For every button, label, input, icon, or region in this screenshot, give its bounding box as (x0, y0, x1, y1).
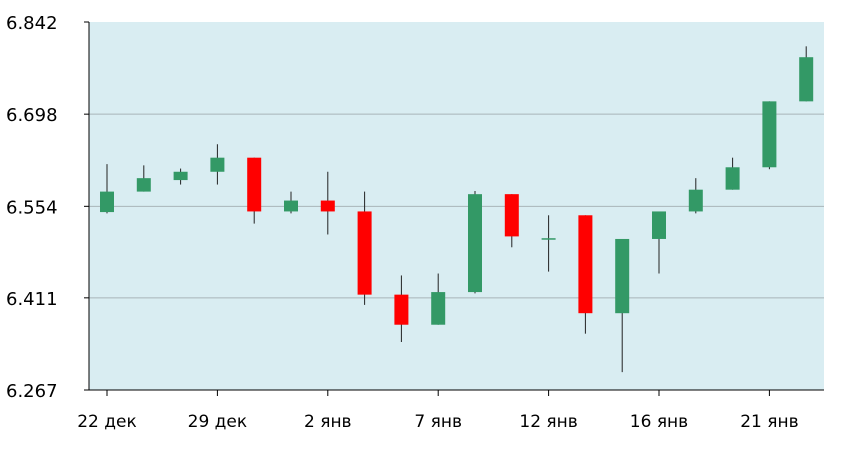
candle-body (320, 200, 335, 212)
axes (84, 21, 824, 396)
candle-body (210, 157, 225, 172)
candle-body (100, 191, 114, 213)
y-tick-label: 6.267 (6, 381, 58, 402)
axis-labels: 6.842 6.698 6.554 6.411 6.267 22 дек 29 дек 2 я… (6, 13, 799, 432)
candle-body (468, 194, 482, 293)
candle (762, 101, 777, 170)
candle-body (173, 171, 188, 181)
candle (431, 273, 446, 325)
candle-body (284, 200, 298, 212)
candle (173, 168, 188, 185)
candle (578, 215, 593, 334)
candle (504, 194, 519, 248)
candle (284, 191, 298, 214)
candle-body (578, 215, 593, 314)
candle (725, 157, 740, 190)
x-tick-label: 7 янв (414, 412, 462, 432)
candles (100, 46, 814, 373)
candle-body (799, 57, 814, 102)
candle-body (136, 178, 151, 192)
candle (541, 215, 556, 272)
x-tick-label: 12 янв (519, 412, 577, 432)
candle-body (394, 294, 409, 325)
candle-body (615, 238, 630, 314)
candle (210, 144, 225, 185)
x-tick-label: 16 янв (630, 412, 688, 432)
candle (320, 171, 335, 235)
x-tick-label: 22 дек (77, 412, 137, 432)
candle (652, 211, 666, 274)
candle-body (652, 211, 666, 239)
candle (357, 191, 372, 305)
x-tick-label: 29 дек (188, 412, 248, 432)
y-tick-label: 6.842 (6, 13, 58, 34)
candle (468, 190, 482, 294)
y-tick-label: 6.411 (6, 289, 58, 310)
y-tick-label: 6.698 (6, 105, 58, 126)
candle (136, 165, 151, 192)
candle (799, 46, 814, 102)
candle-body (762, 101, 777, 168)
x-tick-label: 2 янв (304, 412, 352, 432)
candle-body (431, 292, 446, 325)
x-tick-label: 21 янв (740, 412, 798, 432)
y-tick-label: 6.554 (6, 197, 58, 218)
candle-body (504, 194, 519, 237)
candle (247, 157, 262, 224)
candle (688, 178, 703, 214)
candle (100, 164, 114, 214)
candle-body (247, 157, 262, 212)
candle (394, 275, 409, 342)
candle-body (357, 211, 372, 295)
candle (615, 238, 630, 373)
candle-body (725, 167, 740, 190)
candle-body (688, 189, 703, 212)
